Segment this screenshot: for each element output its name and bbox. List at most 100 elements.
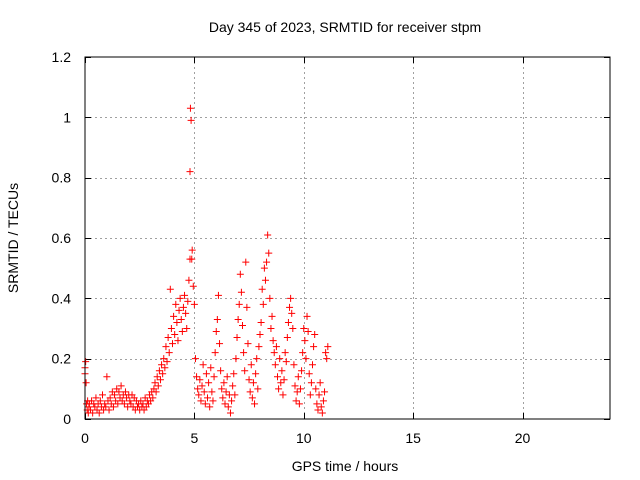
data-point [321,388,329,396]
data-point [286,303,294,311]
data-point [189,282,197,290]
data-point [290,361,298,369]
data-point [228,397,236,405]
data-point [284,318,292,326]
data-point [307,379,315,387]
data-point [256,331,264,339]
y-tick-label: 0 [63,411,71,427]
data-point [287,294,295,302]
data-point [159,370,167,378]
data-point [316,379,324,387]
data-point [96,397,104,405]
data-point [200,388,208,396]
data-point [266,294,274,302]
data-point [185,276,193,284]
data-point [220,379,228,387]
data-point [231,391,239,399]
data-point [319,397,327,405]
data-point [186,168,194,176]
data-point [302,355,310,363]
y-tick-labels: 0 0.2 0.4 0.6 0.8 1 1.2 [52,49,72,427]
data-point [277,379,285,387]
data-point [175,306,183,314]
data-point [303,312,311,320]
data-point [202,370,210,378]
data-point [278,367,286,375]
data-point [289,325,297,332]
data-point [323,355,331,363]
data-point [322,349,330,357]
data-point [292,397,300,405]
y-tick-label: 0.8 [52,170,72,186]
data-point [214,291,222,299]
data-point [188,255,196,263]
data-point [181,291,189,299]
data-point [161,364,169,372]
data-point [184,297,192,305]
data-point [283,334,291,342]
data-point [312,385,320,393]
data-point [291,382,299,390]
data-point [279,391,287,399]
data-point [268,312,276,320]
data-point [236,270,244,278]
data-point [265,249,273,257]
data-point [165,349,173,357]
data-point [253,355,261,363]
data-point [188,246,196,254]
data-point [219,394,227,402]
data-point [82,379,90,387]
data-point [177,315,185,323]
data-point [258,285,266,293]
data-point [210,373,218,381]
data-point [251,400,259,408]
data-point [299,349,307,357]
data-point [114,400,122,408]
data-point [280,376,288,384]
data-point [317,403,325,411]
data-point [294,373,302,381]
data-point [255,343,263,351]
data-point [160,355,168,363]
data-point [163,358,171,366]
data-point [249,379,257,387]
data-point [190,300,198,308]
data-point [162,343,170,351]
data-point [276,355,284,363]
data-point [204,394,211,402]
data-points [81,104,332,417]
data-point [295,400,303,408]
data-point [121,388,129,396]
data-point [186,104,194,112]
data-point [120,400,128,408]
data-point [158,361,166,369]
data-point [234,315,242,323]
data-point [174,337,182,345]
data-point [126,397,134,405]
y-tick-label: 0.6 [52,230,72,246]
data-point [242,258,250,266]
data-point [201,400,209,408]
data-point [199,361,207,369]
data-point [248,394,256,402]
data-point [269,337,277,345]
data-point [155,367,163,375]
plot-area-border [84,56,611,420]
data-point [198,382,206,390]
data-point [226,409,234,417]
data-point [101,400,109,408]
data-point [267,325,275,332]
y-tick-label: 0.4 [52,290,72,306]
data-point [156,376,164,384]
data-point [254,385,262,393]
data-point [117,382,125,390]
data-point [304,328,312,336]
data-point [191,355,199,363]
data-point [195,391,203,399]
data-point [222,388,230,396]
data-point [206,403,214,411]
data-point [301,337,309,345]
data-point [187,116,195,124]
data-point [179,303,187,311]
data-point [152,388,160,396]
